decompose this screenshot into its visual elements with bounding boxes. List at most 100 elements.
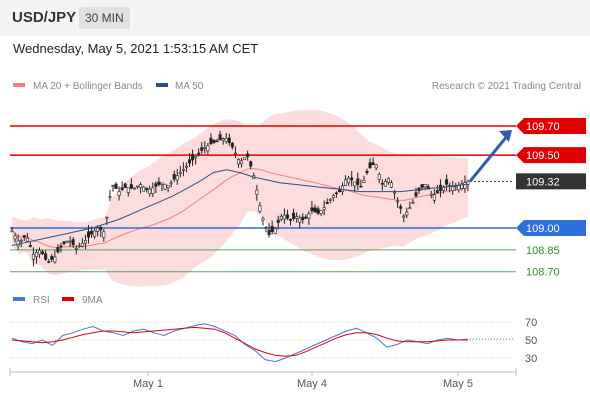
candle-body [44,253,48,260]
rsi-tick-50: 50 [525,335,537,347]
candle-body [273,228,277,234]
candle-body [28,245,32,247]
candle-body [47,261,51,263]
credit-label: Research © 2021 Trading Central [432,81,581,92]
candle-body [87,231,91,238]
candle-body [368,162,372,169]
candle-body [96,227,100,232]
candle-body [129,184,133,189]
header-bar: USD/JPY 30 MIN [0,0,590,36]
candle-body [383,181,387,187]
candle-body [438,184,442,191]
candle-body [282,214,286,220]
candle-body [50,256,54,260]
candle-body [399,206,403,209]
candle-body [414,192,418,197]
candle-body [68,240,72,243]
candle-body [148,188,152,195]
forecast-arrow-shaft [468,134,510,183]
datetime-label: Wednesday, May 5, 2021 1:53:15 AM CET [13,41,259,56]
bollinger-bands [11,109,469,287]
timeframe-badge[interactable]: 30 MIN [79,7,130,29]
candle-body [341,185,345,193]
candle-body [435,190,439,194]
candle-body [402,215,406,218]
candle-body [160,182,164,185]
candle-body [90,230,94,235]
candle-body [206,145,210,152]
candle-body [203,147,207,149]
candle-body [426,186,430,190]
candle-body [71,239,75,246]
candle-body [38,250,42,255]
candle-body [429,193,433,196]
candle-body [328,198,332,201]
candle-body [288,219,292,221]
candle-body [93,230,97,237]
candle-body [194,156,198,159]
candle-body [243,157,247,161]
candle-body [359,185,363,188]
rsi-ma9-line [11,326,468,357]
candle-body [258,205,262,212]
candle-body [279,216,283,220]
candle-body [380,183,384,185]
candle-body [117,191,121,196]
candle-body [53,256,57,263]
candle-body [188,159,192,164]
x-tick-label: May 4 [297,378,327,390]
candle-body [175,175,179,181]
candle-body [460,183,464,189]
candle-body [145,187,149,190]
candle-body [298,217,302,223]
candle-body [270,226,274,232]
candle-body [353,181,357,187]
candle-body [230,142,234,148]
candle-body [408,207,412,210]
symbol-title: USD/JPY [12,9,77,26]
ma50-legend-swatch [156,83,168,87]
candle-body [350,177,354,181]
candle-body [255,189,259,195]
bollinger-band-area [12,109,468,287]
candle-body [126,187,130,193]
candle-body [56,247,60,253]
candle-body [420,184,424,188]
candle-body [215,140,219,143]
level-badge-109.50 [516,147,586,164]
candle-body [307,213,311,219]
candle-body [374,164,378,169]
candle-body [31,253,35,260]
candle-body [337,189,341,193]
candle-body [276,219,280,223]
candle-body [396,200,400,203]
candle-body [442,187,446,191]
candle-body [209,137,213,145]
level-label-109.70: 109.70 [526,121,560,133]
candle-body [22,235,26,238]
candle-body [264,227,268,229]
candle-body [99,226,103,231]
candle-body [466,181,470,185]
candle-body [331,195,335,199]
ma50-legend-label: MA 50 [175,81,204,92]
x-axis-ticks: May 1 May 4 May 5 [9,368,517,390]
candlesticks [10,130,470,267]
candle-body [178,172,182,174]
candle-body [108,196,112,198]
candle-body [227,137,231,144]
candle-body [114,183,118,189]
candle-body [301,216,305,221]
x-tick-label: May 5 [443,378,473,390]
level-badge-109.00 [516,220,586,236]
candle-body [347,177,351,184]
candle-body [267,229,271,235]
level-label-109.00: 109.00 [526,223,560,235]
candle-body [135,185,139,188]
candle-body [184,165,188,168]
candle-body [246,153,250,158]
candle-body [334,192,338,195]
candle-body [65,240,69,243]
candle-body [111,185,115,187]
